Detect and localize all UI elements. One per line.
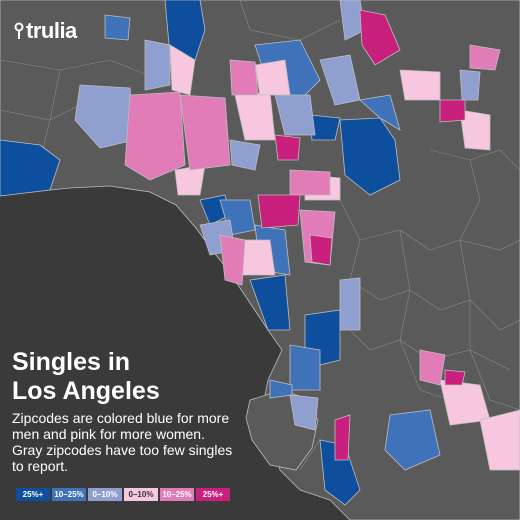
legend-item-men-0-10: 0–10% <box>88 488 122 501</box>
zip-region <box>359 94 401 131</box>
brand-name: trulia <box>26 18 77 43</box>
brand-logo: trulia <box>14 18 77 44</box>
zip-region <box>229 139 261 171</box>
zip-region <box>459 69 481 101</box>
zip-region <box>319 54 361 106</box>
zip-region <box>419 349 446 386</box>
zip-region <box>469 44 501 71</box>
zipcode-regions <box>0 0 520 506</box>
zip-region <box>289 169 331 196</box>
zip-region <box>249 274 291 331</box>
zip-region <box>169 44 196 96</box>
zip-region <box>0 139 61 197</box>
legend-item-women-25: 25%+ <box>196 488 230 501</box>
zip-region <box>229 59 259 96</box>
color-legend: 25%+ 10–25% 0–10% 0–10% 10–25% 25%+ <box>16 488 230 501</box>
zip-region <box>274 134 301 161</box>
zip-region <box>144 39 171 91</box>
zip-region <box>309 114 341 141</box>
zip-region <box>254 59 291 96</box>
zip-region <box>459 109 491 151</box>
description-line: Gray zipcodes have too few singles <box>12 442 233 458</box>
description-line: men and pink for more women. <box>12 426 205 442</box>
legend-item-men-25: 25%+ <box>16 488 50 501</box>
zip-region <box>104 14 131 41</box>
zip-region <box>309 234 333 266</box>
zip-region <box>257 194 301 229</box>
legend-item-women-0-10: 0–10% <box>124 488 158 501</box>
zip-region <box>74 84 136 149</box>
zip-region <box>289 394 319 431</box>
zip-region <box>384 409 441 471</box>
title-line: Singles in <box>12 348 131 376</box>
title-line: Los Angeles <box>12 377 160 405</box>
zip-region <box>289 344 321 391</box>
map-description: Zipcodes are colored blue for more men a… <box>12 410 282 474</box>
zip-region <box>359 9 401 66</box>
zip-region <box>274 94 316 136</box>
zip-region <box>124 91 186 181</box>
zip-region <box>399 69 441 101</box>
zip-region <box>439 99 466 123</box>
description-line: Zipcodes are colored blue for more <box>12 410 230 426</box>
legend-item-women-10-25: 10–25% <box>160 488 194 501</box>
zip-region <box>479 409 520 471</box>
map-title: Singles in Los Angeles <box>12 348 160 406</box>
zip-region <box>334 414 351 461</box>
zip-region <box>179 94 231 171</box>
location-pin-icon <box>14 22 24 39</box>
zip-region <box>339 277 361 331</box>
zip-region <box>219 234 246 286</box>
legend-item-men-10-25: 10–25% <box>52 488 86 501</box>
zip-region <box>234 91 276 141</box>
zip-region <box>444 369 466 386</box>
description-line: to report. <box>12 458 69 474</box>
